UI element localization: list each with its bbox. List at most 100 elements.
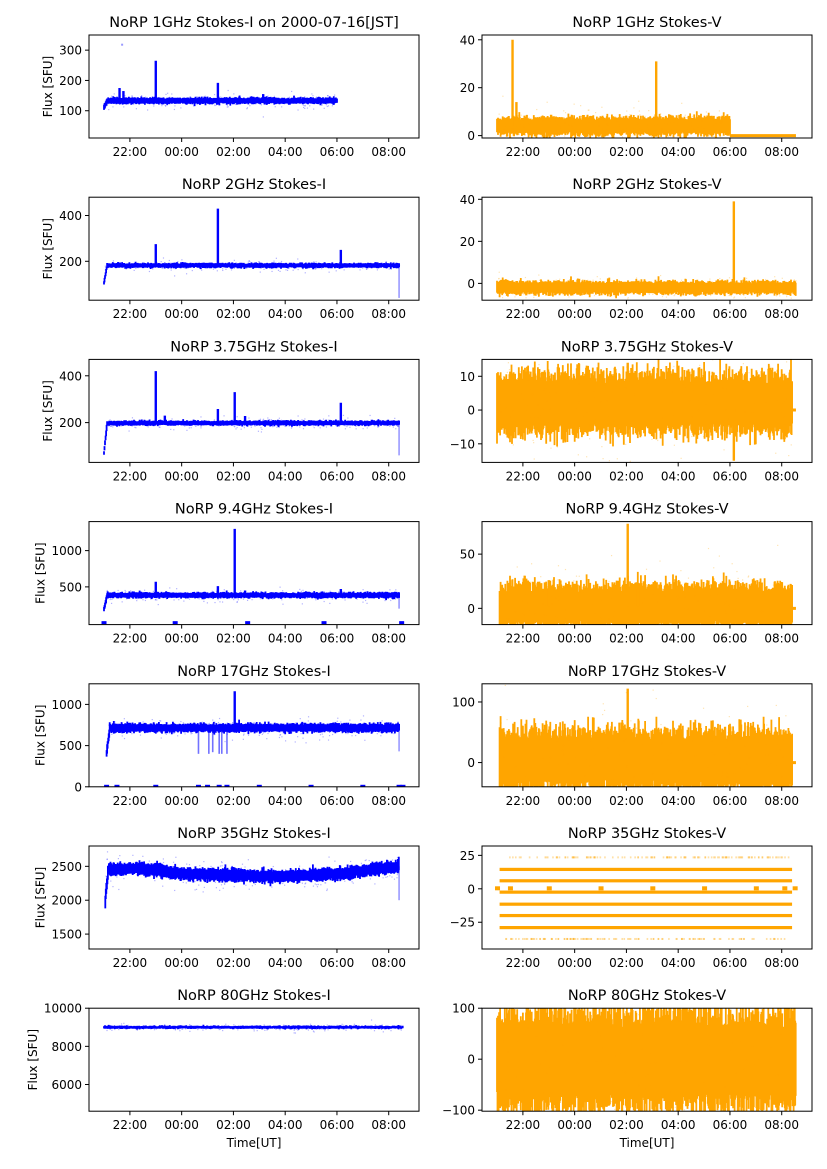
y-tick-label: 100	[452, 695, 475, 709]
data-point	[505, 617, 507, 619]
data-point	[771, 614, 773, 616]
data-point	[342, 1027, 344, 1030]
data-point	[235, 422, 237, 424]
zero-mark	[245, 621, 251, 625]
data-point	[355, 734, 357, 737]
data-point	[542, 408, 544, 410]
data-point	[653, 288, 655, 290]
data-point	[199, 592, 201, 594]
data-point	[725, 856, 727, 859]
data-point	[670, 287, 673, 289]
data-point	[647, 129, 649, 131]
data-point	[716, 856, 719, 859]
data-point	[109, 1028, 112, 1030]
data-point	[616, 622, 618, 624]
data-point	[719, 121, 721, 124]
data-point	[121, 425, 123, 427]
data-point	[313, 876, 315, 878]
data-point	[346, 425, 348, 428]
data-point	[338, 591, 340, 593]
data-point	[119, 726, 121, 729]
data-point	[233, 425, 235, 427]
data-point	[748, 790, 749, 791]
data-point	[236, 875, 238, 877]
data-point	[274, 106, 276, 108]
data-point	[571, 293, 573, 295]
data-point	[360, 1027, 362, 1029]
data-point	[774, 276, 776, 278]
data-point	[735, 409, 737, 412]
data-point	[539, 739, 541, 741]
data-point	[711, 751, 713, 754]
data-point	[242, 422, 244, 424]
data-point	[341, 732, 343, 734]
data-point	[267, 1028, 270, 1030]
data-point	[121, 1027, 123, 1029]
data-point	[525, 593, 527, 595]
data-point	[207, 423, 209, 425]
data-point	[641, 1033, 643, 1036]
data-point	[720, 285, 722, 288]
data-point	[228, 594, 230, 596]
data-point	[525, 140, 526, 141]
data-point	[212, 719, 214, 721]
data-point	[378, 865, 380, 867]
data-point	[738, 757, 740, 760]
data-point	[138, 590, 140, 592]
data-point	[683, 1109, 686, 1111]
data-point	[360, 862, 363, 864]
data-point	[657, 279, 659, 281]
data-band	[498, 571, 793, 625]
data-point	[601, 288, 603, 291]
data-point	[654, 125, 656, 127]
data-point	[347, 732, 349, 735]
x-tick-label: 08:00	[371, 469, 406, 483]
data-point	[775, 788, 776, 789]
data-point	[350, 422, 353, 424]
data-point	[626, 765, 628, 768]
data-point	[243, 733, 245, 735]
data-point	[307, 716, 310, 718]
data-point	[374, 1024, 377, 1026]
data-point	[248, 888, 250, 890]
data-point	[160, 261, 162, 263]
data-point	[726, 856, 728, 859]
data-point	[619, 1047, 621, 1049]
data-point	[386, 419, 388, 422]
data-point	[319, 596, 321, 598]
data-point	[360, 594, 362, 596]
data-point	[765, 401, 767, 403]
data-point	[562, 388, 564, 390]
data-point	[175, 595, 177, 597]
data-point	[254, 883, 256, 886]
data-point	[318, 1028, 320, 1030]
data-point	[775, 377, 778, 380]
data-point	[575, 856, 577, 859]
data-point	[398, 1025, 400, 1028]
data-point	[376, 733, 378, 735]
data-point	[140, 264, 142, 266]
data-point	[130, 1025, 132, 1028]
data-point	[662, 856, 665, 859]
data-point	[681, 937, 684, 940]
data-point	[137, 267, 139, 269]
data-point	[240, 590, 242, 592]
zero-mark	[396, 784, 402, 787]
data-point	[684, 299, 686, 301]
data-point	[634, 856, 636, 859]
data-point	[549, 375, 552, 377]
data-point	[564, 856, 566, 859]
data-point	[283, 103, 285, 105]
data-point	[588, 580, 590, 582]
data-point	[528, 120, 530, 122]
data-point	[316, 884, 318, 886]
data-point	[531, 937, 533, 940]
data-point	[313, 261, 315, 263]
data-point	[161, 267, 163, 270]
data-point	[743, 937, 745, 940]
data-point	[624, 131, 626, 133]
data-point	[589, 287, 591, 290]
data-point	[534, 417, 536, 419]
data-point	[197, 725, 199, 727]
data-point	[161, 264, 163, 266]
